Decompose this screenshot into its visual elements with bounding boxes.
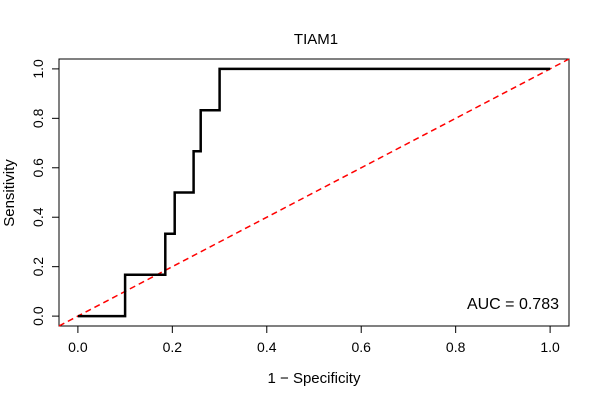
y-tick-label: 0.6 xyxy=(30,158,46,178)
y-tick-label: 0.4 xyxy=(30,207,46,227)
y-tick-label: 0.2 xyxy=(30,257,46,277)
auc-annotation: AUC = 0.783 xyxy=(467,296,559,313)
y-tick-label: 1.0 xyxy=(30,59,46,79)
series-layer xyxy=(58,58,570,327)
x-axis-label: 1 − Specificity xyxy=(268,370,361,387)
x-tick-label: 1.0 xyxy=(540,339,560,355)
x-axis: 0.0 0.2 0.4 0.6 0.8 1.0 xyxy=(68,325,560,355)
y-axis: 0.0 0.2 0.4 0.6 0.8 1.0 xyxy=(30,59,60,326)
roc-curve xyxy=(77,67,551,318)
chance-line xyxy=(58,58,570,327)
plot-frame xyxy=(58,58,570,327)
x-tick-label: 0.4 xyxy=(257,339,277,355)
x-tick-label: 0.8 xyxy=(446,339,466,355)
x-tick-label: 0.0 xyxy=(68,339,88,355)
y-axis-label: Sensitivity xyxy=(1,159,18,227)
x-tick-label: 0.2 xyxy=(163,339,183,355)
chart-title: TIAM1 xyxy=(294,31,338,48)
x-tick-label: 0.6 xyxy=(351,339,371,355)
y-tick-label: 0.8 xyxy=(30,108,46,128)
y-tick-label: 0.0 xyxy=(30,306,46,326)
